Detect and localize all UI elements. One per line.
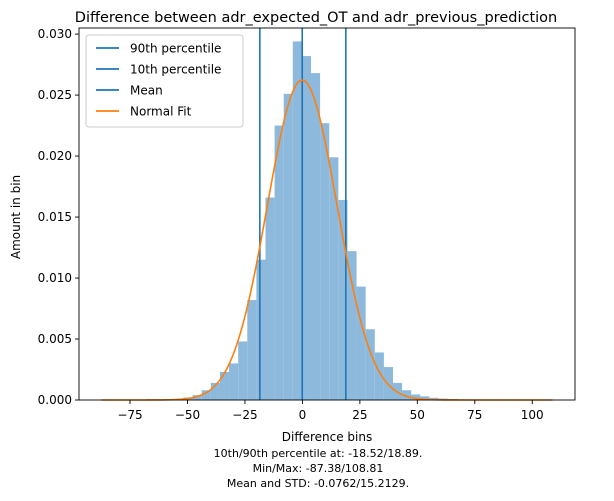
histogram-bar: [311, 73, 321, 400]
histogram-bar: [420, 396, 430, 400]
plot-frame: [78, 27, 576, 401]
histogram-bar: [274, 125, 284, 401]
histogram-bar: [429, 397, 439, 400]
stats-annotation: 10th/90th percentile at: -18.52/18.89. Mi…: [214, 447, 423, 490]
x-tick-label: 75: [467, 408, 482, 422]
y-axis-label: Amount in bin: [9, 175, 23, 259]
histogram-bar: [374, 352, 384, 400]
legend-label: 90th percentile: [130, 42, 221, 56]
histogram-bar: [356, 286, 366, 400]
histogram-bar: [210, 382, 220, 400]
x-tick-label: 50: [410, 408, 425, 422]
stats-annotation-line: Mean and STD: -0.0762/15.2129.: [227, 477, 409, 490]
histogram-bar: [238, 341, 248, 400]
y-axis-ticks: 0.000 0.005 0.010 0.015 0.020 0.025 0.030: [38, 27, 79, 407]
stats-annotation-line: Min/Max: -87.38/108.81: [253, 462, 384, 475]
histogram-bars: [101, 41, 553, 401]
histogram-bar: [411, 394, 421, 400]
histogram-bar: [192, 395, 202, 400]
histogram-bar: [256, 259, 266, 400]
histogram-bar: [347, 251, 357, 400]
histogram-bar: [247, 299, 257, 400]
x-axis-label: Difference bins: [282, 430, 373, 444]
histogram-bar: [320, 123, 330, 400]
histogram-bar: [201, 390, 211, 400]
histogram-bar: [338, 199, 348, 400]
histogram-bar: [229, 363, 239, 400]
y-tick-label: 0.025: [38, 88, 72, 102]
histogram-bar: [265, 197, 275, 400]
y-tick-label: 0.000: [38, 393, 72, 407]
y-tick-label: 0.020: [38, 149, 72, 163]
chart-title: Difference between adr_expected_OT and a…: [75, 10, 557, 26]
legend-label: 10th percentile: [130, 63, 221, 77]
histogram-bar: [283, 93, 293, 400]
legend-label: Normal Fit: [130, 105, 192, 119]
x-tick-label: 100: [521, 408, 544, 422]
legend: 90th percentile 10th percentile Mean Normal…: [85, 34, 244, 128]
histogram-bar: [329, 157, 339, 400]
y-tick-label: 0.030: [38, 27, 72, 41]
x-tick-label: 0: [299, 408, 307, 422]
legend-label: Mean: [130, 84, 163, 98]
legend-box: [85, 34, 244, 128]
x-axis-ticks: −75 −50 −25 0 25 50 75 100: [117, 400, 544, 422]
histogram-bar: [301, 56, 312, 400]
histogram-bar: [219, 371, 230, 400]
x-tick-label: −75: [117, 408, 142, 422]
x-tick-label: 25: [352, 408, 367, 422]
histogram-bar: [365, 329, 375, 400]
y-tick-label: 0.015: [38, 210, 72, 224]
percentile-lines: [259, 28, 347, 400]
x-tick-label: −25: [232, 408, 257, 422]
y-tick-label: 0.005: [38, 332, 72, 346]
stats-annotation-line: 10th/90th percentile at: -18.52/18.89.: [214, 447, 423, 460]
x-tick-label: −50: [175, 408, 200, 422]
histogram-bar: [292, 41, 302, 401]
histogram-bar: [402, 390, 412, 400]
y-tick-label: 0.010: [38, 271, 72, 285]
